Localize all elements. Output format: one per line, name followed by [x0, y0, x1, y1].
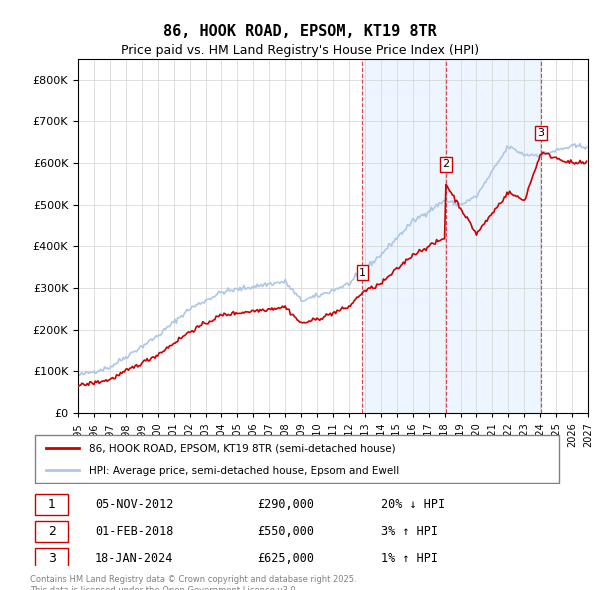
Text: 1: 1 — [47, 498, 56, 511]
Text: 3% ↑ HPI: 3% ↑ HPI — [381, 525, 438, 538]
Text: 2: 2 — [47, 525, 56, 538]
Text: Price paid vs. HM Land Registry's House Price Index (HPI): Price paid vs. HM Land Registry's House … — [121, 44, 479, 57]
Text: 1: 1 — [359, 268, 366, 278]
Text: 3: 3 — [538, 128, 544, 138]
Text: £290,000: £290,000 — [257, 498, 314, 511]
Text: 2: 2 — [442, 159, 449, 169]
Text: 86, HOOK ROAD, EPSOM, KT19 8TR: 86, HOOK ROAD, EPSOM, KT19 8TR — [163, 24, 437, 38]
Text: HPI: Average price, semi-detached house, Epsom and Ewell: HPI: Average price, semi-detached house,… — [89, 466, 400, 476]
Text: £625,000: £625,000 — [257, 552, 314, 565]
Text: 86, HOOK ROAD, EPSOM, KT19 8TR (semi-detached house): 86, HOOK ROAD, EPSOM, KT19 8TR (semi-det… — [89, 444, 396, 454]
Text: 3: 3 — [47, 552, 56, 565]
Text: 20% ↓ HPI: 20% ↓ HPI — [381, 498, 445, 511]
Bar — [362, 59, 446, 413]
Bar — [446, 59, 541, 413]
FancyBboxPatch shape — [35, 548, 68, 569]
Text: Contains HM Land Registry data © Crown copyright and database right 2025.
This d: Contains HM Land Registry data © Crown c… — [30, 575, 356, 590]
Text: 01-FEB-2018: 01-FEB-2018 — [95, 525, 173, 538]
FancyBboxPatch shape — [35, 435, 559, 483]
Text: £550,000: £550,000 — [257, 525, 314, 538]
Text: 18-JAN-2024: 18-JAN-2024 — [95, 552, 173, 565]
FancyBboxPatch shape — [35, 521, 68, 542]
FancyBboxPatch shape — [35, 494, 68, 514]
Text: 05-NOV-2012: 05-NOV-2012 — [95, 498, 173, 511]
Text: 1% ↑ HPI: 1% ↑ HPI — [381, 552, 438, 565]
